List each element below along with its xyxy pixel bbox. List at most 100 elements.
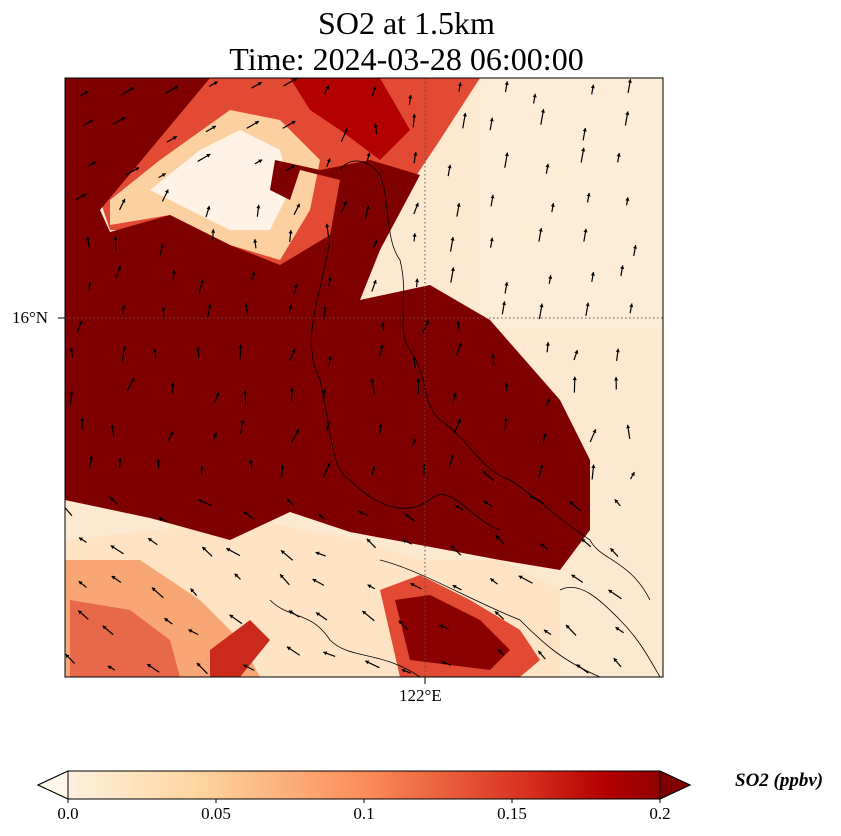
wind-arrow-head xyxy=(159,244,164,249)
wind-arrow-head xyxy=(102,625,107,630)
wind-arrow-head xyxy=(325,223,330,228)
wind-arrow-head xyxy=(372,86,377,91)
wind-arrow-head xyxy=(135,167,140,171)
wind-arrow-head xyxy=(571,574,576,579)
wind-arrow-head xyxy=(234,573,239,578)
wind-arrow-head xyxy=(78,320,83,325)
wind-arrow-head xyxy=(121,198,126,203)
wind-arrow-head xyxy=(362,610,367,615)
wind-arrow-head xyxy=(373,123,378,128)
wind-arrow-head xyxy=(538,227,543,232)
wind-arrow-head xyxy=(118,457,123,462)
wind-arrow-head xyxy=(65,654,70,659)
wind-arrow-head xyxy=(211,229,216,233)
wind-arrow-head xyxy=(196,662,201,667)
lon-tick-label: 122°E xyxy=(399,686,442,705)
chart-title-line1: SO2 at 1.5km xyxy=(318,5,495,41)
wind-arrow-head xyxy=(414,278,420,283)
wind-arrow-head xyxy=(198,499,203,504)
wind-arrow-head xyxy=(164,618,169,622)
wind-arrow-head xyxy=(542,433,547,437)
wind-arrow-head xyxy=(251,271,256,276)
wind-arrow-head xyxy=(494,611,499,616)
wind-arrow-head xyxy=(550,203,555,207)
wind-arrow-head xyxy=(590,84,595,89)
wind-arrow-head xyxy=(450,267,455,272)
wind-arrow-head xyxy=(404,513,409,518)
wind-arrow-head xyxy=(540,543,545,548)
wind-arrow-head xyxy=(413,152,418,156)
wind-arrow-head xyxy=(207,304,212,309)
wind-arrow-head xyxy=(316,612,321,617)
wind-arrow-head xyxy=(86,236,91,240)
wind-arrow-head xyxy=(206,154,211,158)
saturated-concentration-zone xyxy=(65,78,590,570)
wind-arrow-head xyxy=(213,432,218,437)
wind-arrow-head xyxy=(315,551,320,556)
wind-arrow-head xyxy=(586,192,591,197)
wind-arrow-head xyxy=(501,301,507,306)
wind-arrow-head xyxy=(87,282,92,287)
wind-arrow-head xyxy=(532,93,537,98)
wind-arrow-head xyxy=(565,624,570,629)
wind-arrow-head xyxy=(174,86,179,90)
wind-arrow-head xyxy=(111,576,116,580)
wind-arrow-head xyxy=(545,342,550,346)
wind-arrow-head xyxy=(548,275,553,280)
wind-arrow-head xyxy=(161,307,166,311)
wind-arrow-head xyxy=(370,378,375,382)
wind-arrow-head xyxy=(401,668,406,673)
wind-arrow-head xyxy=(449,454,454,459)
wind-arrow-head xyxy=(503,417,508,422)
wind-arrow-head xyxy=(328,355,333,360)
wind-arrow-head xyxy=(238,344,243,349)
wind-arrow-head xyxy=(365,660,370,665)
wind-arrow-head xyxy=(441,660,445,665)
wind-arrow-head xyxy=(325,85,330,90)
wind-arrow-head xyxy=(79,537,84,542)
wind-arrow-head xyxy=(286,646,291,651)
wind-arrow-head xyxy=(455,505,460,510)
wind-arrow-head xyxy=(482,470,487,475)
wind-arrow-head xyxy=(582,127,587,132)
wind-arrow-head xyxy=(293,283,298,288)
wind-arrow-head xyxy=(248,459,254,463)
wind-arrow-head xyxy=(498,649,503,654)
colorbar-tick: 0.05 xyxy=(201,804,231,823)
wind-arrow-head xyxy=(80,417,85,422)
wind-arrow-head xyxy=(416,378,421,382)
wind-arrow-head xyxy=(633,245,638,249)
wind-arrow-head xyxy=(620,265,625,270)
wind-arrow-head xyxy=(322,389,327,393)
lat-tick-label: 16°N xyxy=(12,308,49,327)
wind-arrow-head xyxy=(156,459,161,463)
wind-arrow-head xyxy=(243,512,248,516)
colorbar xyxy=(36,770,692,800)
wind-arrow-head xyxy=(199,279,204,284)
wind-arrow-head xyxy=(490,194,495,199)
wind-arrow-head xyxy=(107,665,112,670)
wind-arrow-head xyxy=(456,320,461,325)
wind-arrow-head xyxy=(626,424,631,429)
wind-arrow-head xyxy=(69,347,74,352)
so2-field xyxy=(65,78,663,677)
wind-arrow-head xyxy=(610,548,615,553)
wind-arrow-head xyxy=(410,582,415,587)
wind-arrow-head xyxy=(213,81,218,86)
wind-arrow-head xyxy=(211,125,216,130)
wind-arrow-head xyxy=(258,159,263,164)
wind-arrow-head xyxy=(629,303,634,308)
wind-arrow-head xyxy=(408,94,413,99)
wind-arrow-head xyxy=(196,347,201,351)
wind-arrow-head xyxy=(504,81,509,86)
wind-arrow-head xyxy=(78,610,83,615)
wind-arrow-head xyxy=(257,82,262,86)
wind-arrow-head xyxy=(229,614,234,619)
wind-arrow-head xyxy=(540,109,546,113)
colorbar-tick: 0.0 xyxy=(57,804,79,823)
wind-arrow-head xyxy=(380,322,386,327)
wind-arrow-head xyxy=(295,429,300,434)
wind-arrow-head xyxy=(326,158,331,163)
wind-arrow-head xyxy=(296,203,300,208)
